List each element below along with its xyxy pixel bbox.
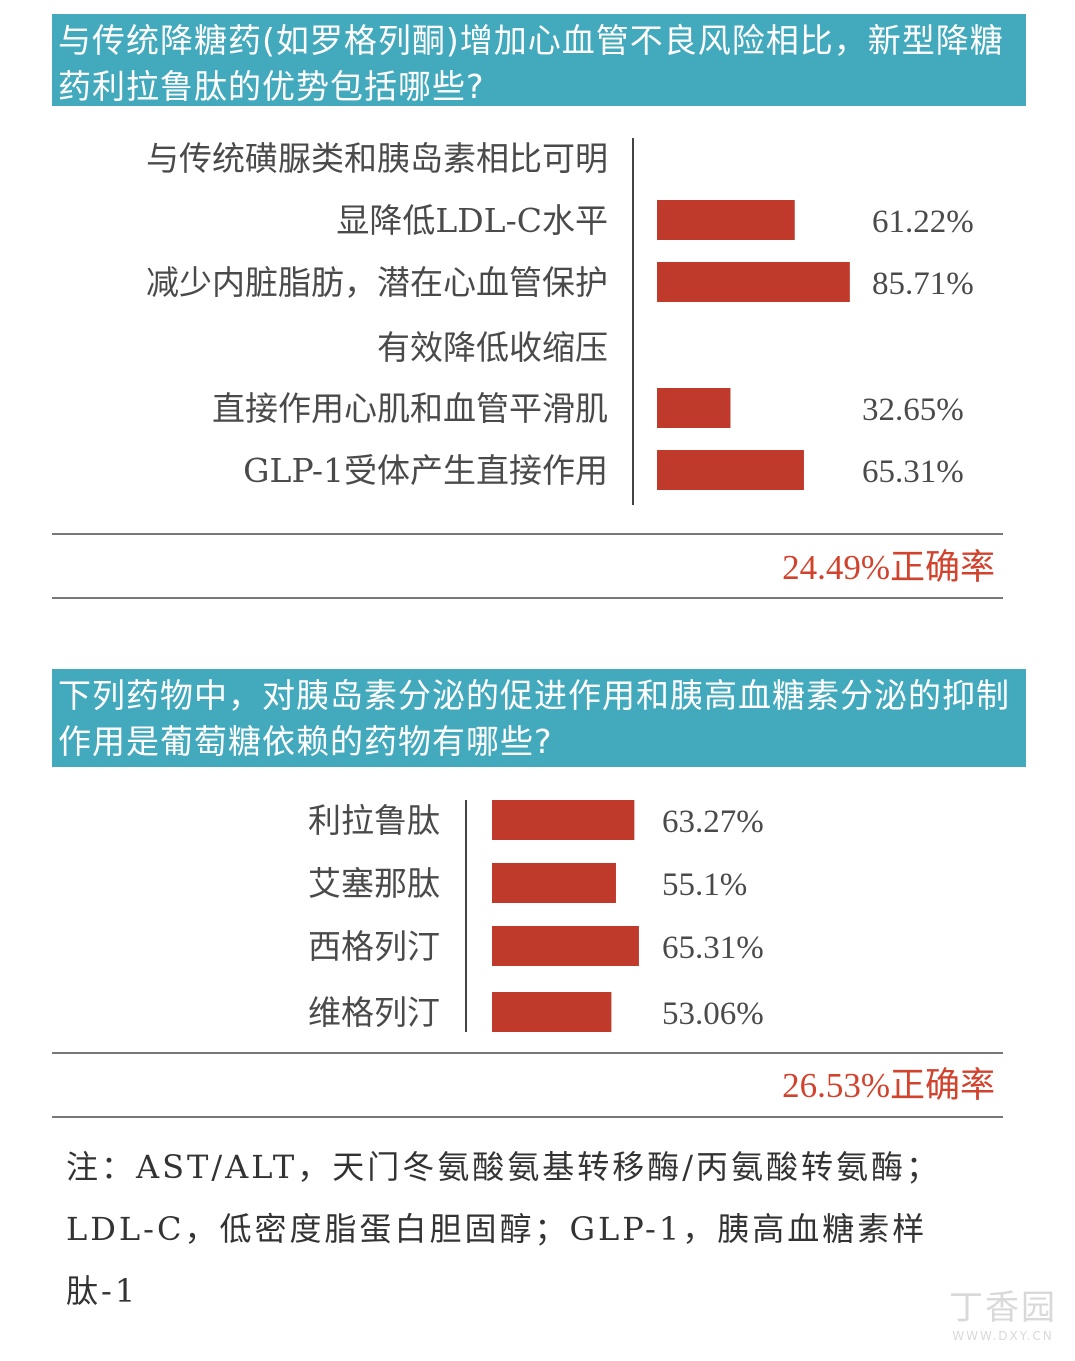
chart-1-value-label: 55.1% bbox=[662, 867, 747, 903]
chart-0-value-label: 61.22% bbox=[872, 204, 974, 240]
divider-2-top bbox=[52, 1052, 1003, 1054]
chart-1-value-label: 65.31% bbox=[662, 930, 764, 966]
question-1-title: 与传统降糖药(如罗格列酮)增加心血管不良风险相比，新型降糖药利拉鲁肽的优势包括哪… bbox=[52, 14, 1026, 106]
chart-0-category-label: 显降低LDL-C水平 bbox=[336, 201, 608, 240]
chart-0-value-label: 65.31% bbox=[862, 454, 964, 490]
chart-1-category-label: 利拉鲁肽 bbox=[308, 801, 440, 840]
chart-0-bar bbox=[657, 200, 795, 240]
footnote-line: 注：AST/ALT，天门冬氨酸氨基转移酶/丙氨酸转氨酶； bbox=[66, 1148, 942, 1186]
divider-2-bottom bbox=[52, 1116, 1003, 1118]
footnote: 注：AST/ALT，天门冬氨酸氨基转移酶/丙氨酸转氨酶； LDL-C，低密度脂蛋… bbox=[66, 1136, 1006, 1322]
correct-rate-1: 24.49%正确率 bbox=[782, 548, 995, 587]
chart-1-bar bbox=[492, 992, 612, 1032]
watermark-name: 丁香园 bbox=[949, 1288, 1057, 1328]
chart-1-bar bbox=[492, 926, 639, 966]
divider-1-bottom bbox=[52, 597, 1003, 599]
chart-0-bar bbox=[657, 388, 731, 428]
chart-1-bar bbox=[492, 863, 616, 903]
chart-0-bar bbox=[657, 450, 804, 490]
question-2-title: 下列药物中，对胰岛素分泌的促进作用和胰高血糖素分泌的抑制作用是葡萄糖依赖的药物有… bbox=[52, 669, 1026, 767]
chart-1-value-label: 63.27% bbox=[662, 804, 764, 840]
chart-0-category-label: 有效降低收缩压 bbox=[377, 328, 608, 367]
chart-0-category-label: 与传统磺脲类和胰岛素相比可明 bbox=[146, 139, 608, 178]
divider-1-top bbox=[52, 533, 1003, 535]
footnote-line: 肽-1 bbox=[66, 1272, 139, 1310]
chart-1-category-label: 西格列汀 bbox=[308, 927, 440, 966]
watermark-url: WWW.DXY.CN bbox=[952, 1329, 1054, 1343]
chart-1-bar bbox=[492, 800, 635, 840]
chart-1-category-label: 艾塞那肽 bbox=[308, 864, 440, 903]
correct-rate-2: 26.53%正确率 bbox=[782, 1066, 995, 1105]
chart-0-category-label: 直接作用心肌和血管平滑肌 bbox=[212, 389, 608, 428]
footnote-line: LDL-C，低密度脂蛋白胆固醇；GLP-1，胰高血糖素样 bbox=[66, 1210, 928, 1248]
chart-0-bar bbox=[657, 262, 850, 302]
chart-0-value-label: 32.65% bbox=[862, 392, 964, 428]
dxy-watermark-logo: 丁香园 WWW.DXY.CN bbox=[949, 1280, 1057, 1343]
chart-0-value-label: 85.71% bbox=[872, 266, 974, 302]
chart-2: 利拉鲁肽 63.27% 艾塞那肽 55.1% 西格列汀 65.31% 维格列汀 53.06% bbox=[308, 800, 764, 1032]
chart-0-category-label: 减少内脏脂肪，潜在心血管保护 bbox=[146, 263, 608, 302]
chart-1-category-label: 维格列汀 bbox=[308, 993, 440, 1032]
chart-1-value-label: 53.06% bbox=[662, 996, 764, 1032]
chart-0-category-label: GLP-1受体产生直接作用 bbox=[243, 451, 608, 490]
